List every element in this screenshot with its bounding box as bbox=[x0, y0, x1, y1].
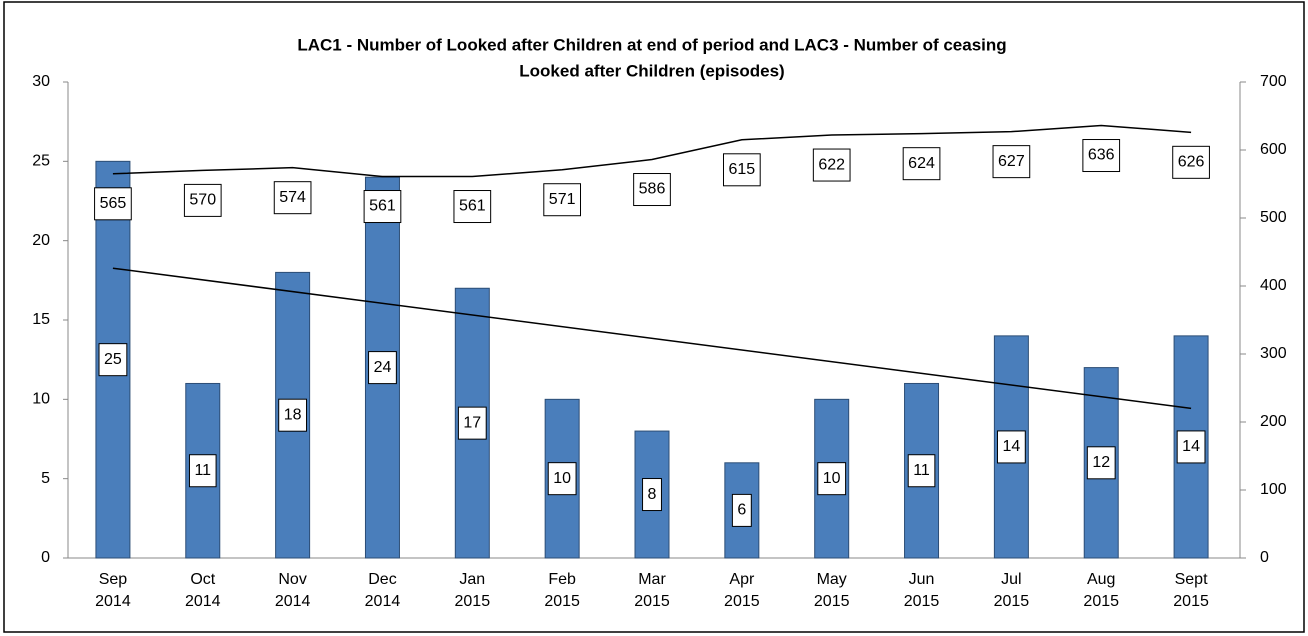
y2-tick-label: 600 bbox=[1260, 141, 1287, 158]
x-tick-label: Jan bbox=[459, 571, 485, 588]
data-label: 11 bbox=[194, 462, 211, 479]
data-label: 18 bbox=[284, 406, 302, 423]
x-tick-label: Feb bbox=[548, 571, 576, 588]
data-label: 586 bbox=[639, 181, 666, 198]
data-label-box bbox=[1086, 446, 1116, 480]
x-tick-label: 2014 bbox=[185, 593, 221, 610]
x-tick-label: 2015 bbox=[544, 593, 580, 610]
data-label: 11 bbox=[913, 462, 930, 479]
data-label: 10 bbox=[823, 470, 841, 487]
data-label-box bbox=[273, 181, 312, 215]
data-label-box bbox=[1082, 139, 1121, 173]
data-label-box bbox=[722, 153, 761, 187]
data-label: 624 bbox=[908, 155, 935, 172]
data-label: 17 bbox=[463, 414, 481, 431]
x-tick-label: Dec bbox=[368, 571, 396, 588]
x-tick-label: 2015 bbox=[904, 593, 940, 610]
x-tick-label: 2015 bbox=[994, 593, 1030, 610]
data-label-box bbox=[453, 190, 492, 224]
data-label: 636 bbox=[1088, 147, 1115, 164]
data-label-box bbox=[633, 173, 671, 207]
x-tick-label: 2015 bbox=[455, 593, 491, 610]
y-tick-label: 20 bbox=[32, 232, 50, 249]
data-label-box bbox=[363, 190, 402, 224]
data-label-box bbox=[547, 462, 577, 496]
x-tick-label: 2015 bbox=[1083, 593, 1119, 610]
data-label-box bbox=[1176, 430, 1206, 464]
data-label: 565 bbox=[100, 195, 127, 212]
y-tick-label: 30 bbox=[32, 73, 50, 90]
x-tick-label: May bbox=[817, 571, 847, 588]
data-label-box bbox=[1172, 145, 1210, 179]
y-tick-label: 10 bbox=[32, 391, 50, 408]
data-label: 561 bbox=[459, 198, 486, 215]
y2-tick-label: 400 bbox=[1260, 277, 1287, 294]
data-label: 622 bbox=[818, 156, 845, 173]
y2-tick-label: 200 bbox=[1260, 413, 1287, 430]
data-label-box bbox=[992, 145, 1031, 179]
x-tick-label: Nov bbox=[278, 571, 306, 588]
data-label: 6 bbox=[737, 502, 746, 519]
y2-tick-label: 0 bbox=[1260, 549, 1269, 566]
data-label-box bbox=[368, 351, 397, 385]
data-label: 10 bbox=[553, 470, 571, 487]
data-label-box bbox=[98, 343, 128, 377]
chart-title: LAC1 - Number of Looked after Children a… bbox=[297, 35, 1006, 54]
data-label: 571 bbox=[549, 191, 576, 208]
x-tick-label: 2014 bbox=[275, 593, 311, 610]
chart-title: Looked after Children (episodes) bbox=[519, 61, 784, 80]
trendline bbox=[112, 267, 1192, 410]
x-tick-label: 2014 bbox=[95, 593, 131, 610]
data-label: 8 bbox=[648, 486, 657, 503]
data-label-box bbox=[188, 454, 217, 488]
data-label-box bbox=[902, 147, 941, 181]
y2-tick-label: 500 bbox=[1260, 209, 1287, 226]
line bbox=[112, 124, 1192, 178]
data-label-box bbox=[183, 183, 222, 217]
y-tick-label: 5 bbox=[41, 470, 50, 487]
x-tick-label: 2015 bbox=[634, 593, 670, 610]
data-label: 626 bbox=[1178, 154, 1205, 171]
x-tick-label: Aug bbox=[1087, 571, 1115, 588]
x-tick-label: Sep bbox=[99, 571, 128, 588]
data-label-box bbox=[642, 478, 662, 512]
data-label: 25 bbox=[104, 351, 122, 368]
data-label-box bbox=[907, 454, 936, 488]
x-tick-label: Jul bbox=[1001, 571, 1021, 588]
data-label: 12 bbox=[1092, 454, 1110, 471]
y-tick-label: 15 bbox=[32, 311, 50, 328]
x-tick-label: Jun bbox=[909, 571, 935, 588]
y-tick-label: 0 bbox=[41, 549, 50, 566]
y-tick-label: 25 bbox=[32, 153, 50, 170]
data-label-box bbox=[94, 187, 132, 221]
x-tick-label: Mar bbox=[638, 571, 666, 588]
x-tick-label: Oct bbox=[190, 571, 215, 588]
x-tick-label: 2015 bbox=[724, 593, 760, 610]
data-label-box bbox=[996, 430, 1026, 464]
data-label-box bbox=[812, 148, 851, 182]
x-tick-label: 2015 bbox=[814, 593, 850, 610]
data-label-box bbox=[543, 183, 582, 217]
x-tick-label: Sept bbox=[1175, 571, 1208, 588]
data-label: 14 bbox=[1182, 438, 1200, 455]
x-tick-label: 2014 bbox=[365, 593, 401, 610]
y2-tick-label: 300 bbox=[1260, 345, 1287, 362]
data-label: 561 bbox=[369, 198, 396, 215]
data-label-box bbox=[817, 462, 847, 496]
data-label-box bbox=[278, 398, 308, 432]
data-label: 574 bbox=[279, 189, 306, 206]
data-label-box bbox=[731, 493, 752, 527]
x-tick-label: Apr bbox=[729, 571, 755, 588]
x-tick-label: 2015 bbox=[1173, 593, 1209, 610]
y2-tick-label: 100 bbox=[1260, 481, 1287, 498]
y2-tick-label: 700 bbox=[1260, 73, 1287, 90]
data-label: 615 bbox=[728, 161, 755, 178]
data-label: 14 bbox=[1002, 438, 1020, 455]
data-label: 24 bbox=[374, 359, 392, 376]
data-label: 627 bbox=[998, 153, 1025, 170]
data-label-box bbox=[457, 406, 487, 440]
data-label: 570 bbox=[189, 192, 216, 209]
